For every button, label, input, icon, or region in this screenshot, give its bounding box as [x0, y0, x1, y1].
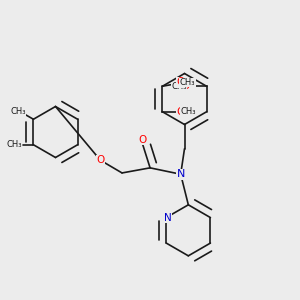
Text: CH₃: CH₃	[11, 107, 26, 116]
Text: CH₃: CH₃	[180, 78, 195, 87]
Text: O: O	[177, 107, 185, 117]
Text: N: N	[176, 169, 185, 179]
Text: O: O	[138, 135, 146, 145]
Text: CH₃: CH₃	[180, 107, 196, 116]
Text: O: O	[96, 155, 104, 165]
Text: CH₃: CH₃	[171, 82, 187, 91]
Text: O: O	[177, 77, 185, 87]
Text: CH₃: CH₃	[7, 140, 22, 149]
Text: O: O	[182, 81, 190, 91]
Text: N: N	[164, 213, 171, 223]
